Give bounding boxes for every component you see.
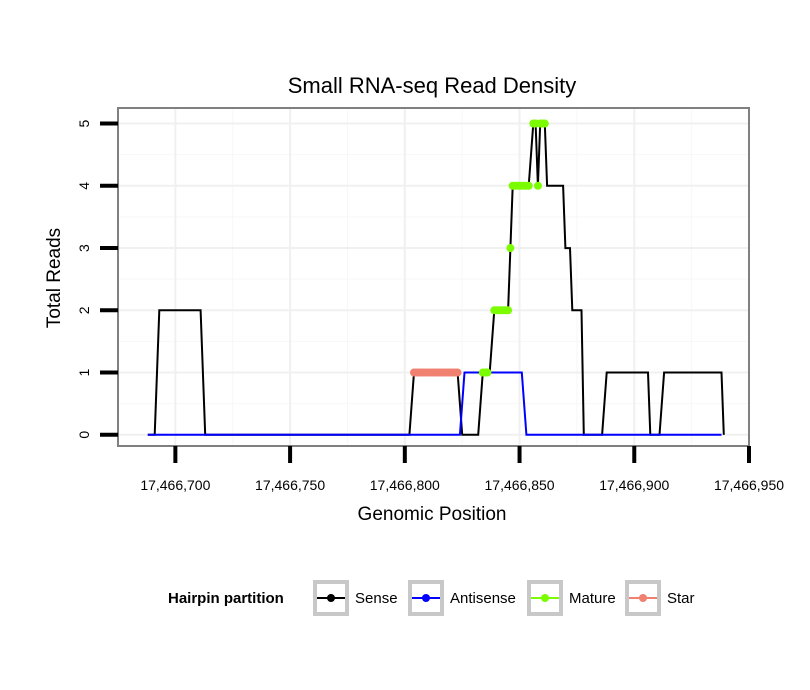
y-axis-label: Total Reads [44, 228, 65, 328]
series-group [147, 119, 725, 436]
series-points-star [409, 368, 462, 377]
legend-key-point [639, 594, 647, 602]
x-tick-label: 17,466,800 [370, 477, 440, 493]
x-tick-label: 17,466,700 [140, 477, 210, 493]
legend-label: Sense [355, 590, 398, 607]
x-tick-label: 17,466,850 [485, 477, 555, 493]
mature-point [483, 368, 492, 377]
legend-item-antisense[interactable]: Antisense [408, 580, 516, 616]
series-line-antisense [147, 371, 722, 436]
x-tick-label: 17,466,900 [599, 477, 669, 493]
panel-background [118, 108, 749, 446]
mature-point [533, 181, 542, 190]
legend-key-point [541, 594, 549, 602]
legend-key-point [327, 594, 335, 602]
y-tick-label: 3 [76, 244, 92, 252]
x-tick-label: 17,466,750 [255, 477, 325, 493]
y-tick-label: 4 [76, 182, 92, 190]
chart-title: Small RNA-seq Read Density [288, 73, 577, 98]
series-points-mature [478, 119, 549, 377]
mature-point [540, 119, 549, 128]
star-point [453, 368, 462, 377]
y-tick-label: 1 [76, 368, 92, 376]
y-tick-label: 5 [76, 119, 92, 127]
y-axis: 0 1 2 3 4 5 [76, 119, 118, 439]
mature-point [506, 244, 515, 253]
panel-border [117, 107, 750, 447]
y-tick-label: 2 [76, 306, 92, 314]
legend[interactable]: Hairpin partition Sense Antisense Mature Sta… [168, 580, 695, 616]
legend-title: Hairpin partition [168, 590, 284, 607]
x-tick-label: 17,466,950 [714, 477, 784, 493]
legend-label: Antisense [450, 590, 516, 607]
y-tick-label: 0 [76, 431, 92, 439]
legend-key-point [422, 594, 430, 602]
legend-label: Star [667, 590, 695, 607]
mature-point [524, 181, 533, 190]
mature-point [504, 306, 513, 315]
plot-panel [117, 107, 750, 447]
x-axis-label: Genomic Position [358, 504, 507, 525]
legend-label: Mature [569, 590, 616, 607]
legend-item-mature[interactable]: Mature [527, 580, 616, 616]
legend-item-sense[interactable]: Sense [313, 580, 398, 616]
x-axis: 17,466,700 17,466,750 17,466,800 17,466,850… [140, 446, 784, 493]
legend-item-star[interactable]: Star [625, 580, 695, 616]
